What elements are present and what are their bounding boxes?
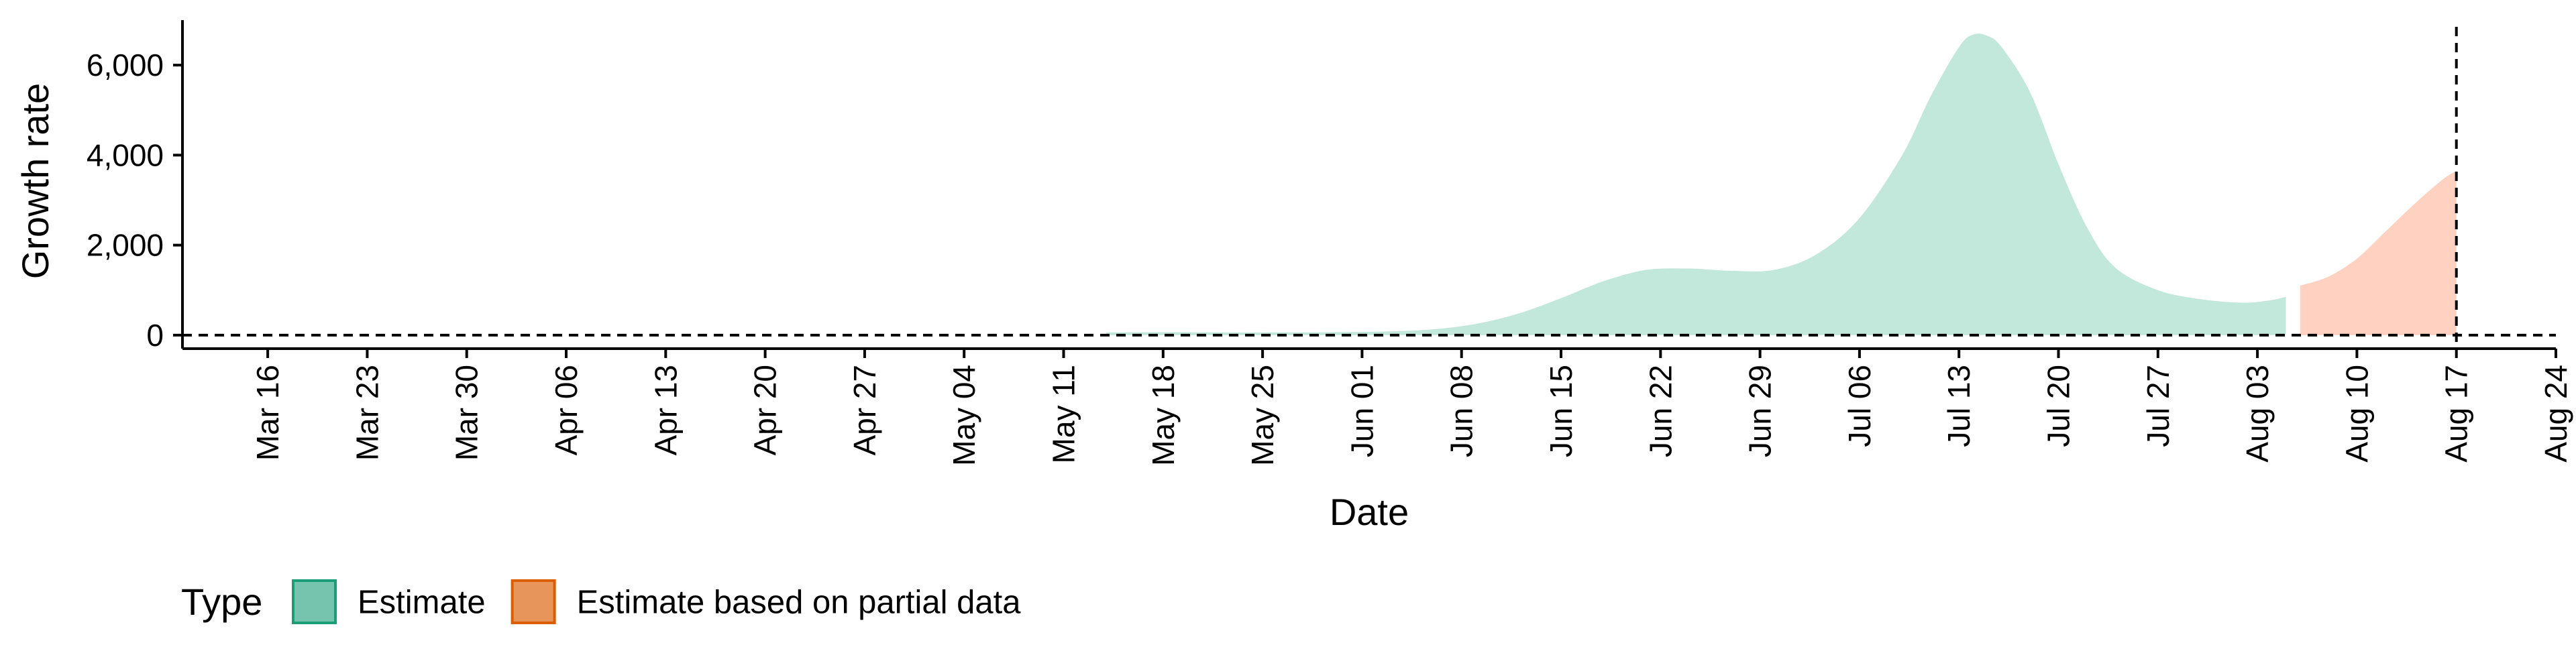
area-series-1 — [1106, 34, 2286, 335]
x-tick-label: Jun 08 — [1444, 365, 1479, 457]
x-tick-label: Jun 22 — [1643, 365, 1678, 457]
x-tick-label: Apr 06 — [549, 365, 584, 456]
reference-lines — [182, 27, 2556, 349]
x-tick-label: Jul 13 — [1941, 365, 1976, 447]
area-layer — [1106, 34, 2457, 335]
axes — [181, 20, 2556, 350]
x-axis-title: Date — [1330, 491, 1409, 533]
legend-label-1: Estimate — [358, 585, 486, 621]
x-tick-label: Apr 20 — [748, 365, 783, 456]
x-tick-label: Jun 15 — [1544, 365, 1578, 457]
y-tick-label: 2,000 — [87, 228, 164, 263]
legend-key-1 — [292, 579, 337, 624]
x-tick-label: May 25 — [1245, 365, 1280, 466]
y-axis-title: Growth rate — [14, 83, 56, 280]
x-tick-label: May 11 — [1046, 365, 1081, 463]
x-tick-label: Jul 20 — [2041, 365, 2076, 447]
x-tick-label: Mar 30 — [449, 365, 484, 461]
x-tick-label: May 18 — [1146, 365, 1181, 466]
x-tick-label: Apr 27 — [847, 365, 882, 456]
x-tick-label: Jul 06 — [1842, 365, 1877, 447]
x-tick-label: Mar 23 — [350, 365, 384, 461]
y-tick-label: 4,000 — [87, 137, 164, 172]
x-tick-label: Jul 27 — [2141, 365, 2176, 447]
y-tick-label: 0 — [146, 318, 164, 353]
x-tick-label: Jun 29 — [1743, 365, 1778, 457]
y-axis-ticks: 0 2,000 4,000 6,000 — [87, 48, 182, 353]
x-tick-label: Jun 01 — [1344, 365, 1379, 457]
area-series-2 — [2300, 170, 2457, 335]
x-axis-ticks: Mar 16 Mar 23 Mar 30 Apr 06 Apr 13 Apr 20 Apr … — [250, 349, 2573, 466]
legend-title: Type — [181, 581, 262, 623]
x-tick-label: Aug 24 — [2538, 365, 2573, 463]
x-tick-label: May 04 — [947, 365, 981, 466]
x-tick-label: Apr 13 — [648, 365, 683, 456]
y-tick-label: 6,000 — [87, 48, 164, 82]
x-tick-label: Aug 17 — [2439, 365, 2474, 463]
x-tick-label: Mar 16 — [250, 365, 285, 461]
legend-label-2: Estimate based on partial data — [577, 585, 1022, 621]
legend: Type Estimate Estimate based on partial d… — [181, 579, 1022, 624]
x-tick-label: Aug 03 — [2240, 365, 2275, 463]
legend-key-2 — [511, 579, 556, 624]
x-tick-label: Aug 10 — [2339, 365, 2374, 463]
